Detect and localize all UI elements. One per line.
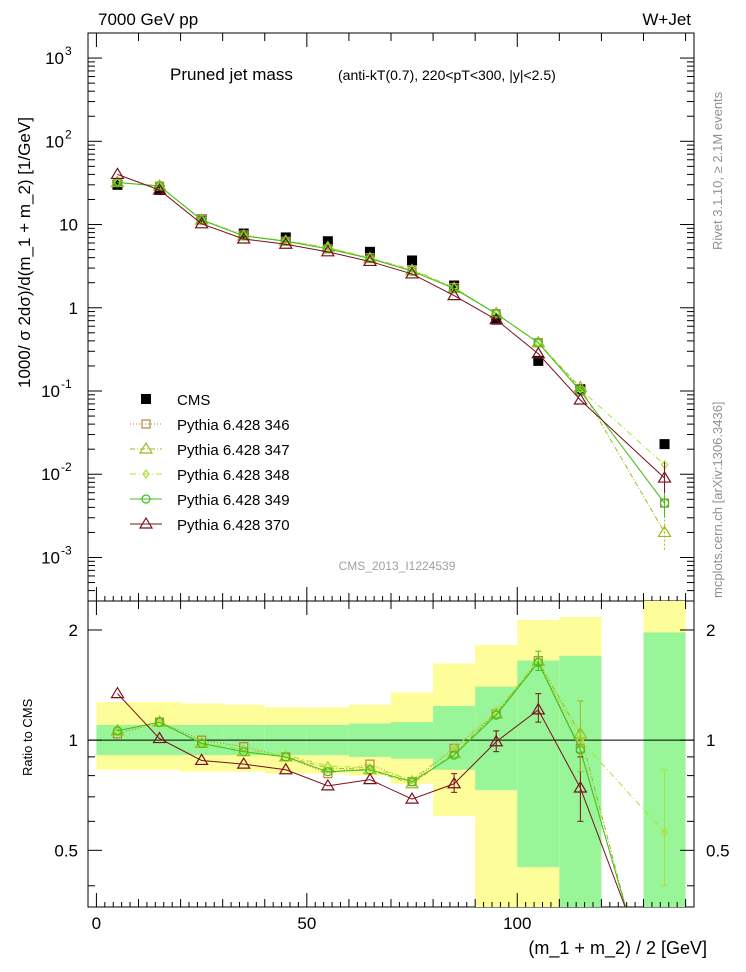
plot-title: Pruned jet mass (170, 65, 293, 84)
ratio-point-p349 (239, 747, 249, 757)
main-point-data (659, 439, 670, 450)
legend-label-p370: Pythia 6.428 370 (177, 517, 290, 534)
ratio-point-p348 (324, 760, 332, 771)
main-y-tick-exponent: -1 (61, 377, 72, 391)
x-axis-label: (m_1 + m_2) / 2 [GeV] (528, 938, 707, 959)
main-y-tick-label: 10 (45, 132, 64, 151)
main-point-p370 (278, 237, 293, 249)
main-point-p370 (320, 244, 335, 257)
main-y-tick-label: 10 (45, 49, 64, 68)
mcplots-label: mcplots.cern.ch [arXiv:1306.3436] (710, 401, 725, 598)
ratio-point-p370 (320, 778, 335, 791)
legend-marker-p349 (141, 494, 151, 504)
main-point-p370 (194, 216, 209, 229)
ratio-y-tick-label: 2 (69, 621, 78, 640)
ratio-point-p349 (112, 726, 123, 736)
ratio-y-axis-label: Ratio to CMS (20, 698, 35, 776)
ratio-point-p347 (404, 776, 420, 789)
legend: CMS Pythia 6.428 346 Pythia 6.428 347 Pythi… (130, 392, 290, 534)
legend-label-p349: Pythia 6.428 349 (177, 492, 290, 509)
process-label: W+Jet (642, 10, 691, 29)
main-point-p370 (110, 167, 125, 180)
main-y-tick-exponent: 2 (65, 127, 72, 141)
ratio-point-p370 (110, 686, 125, 699)
legend-label-p346: Pythia 6.428 346 (177, 417, 290, 434)
band-green (433, 705, 476, 770)
ratio-point-p349 (154, 717, 165, 727)
main-y-tick-label: 10 (41, 382, 60, 401)
ratio-point-p349 (449, 750, 459, 760)
main-panel-series (110, 167, 672, 551)
legend-marker-p346 (141, 419, 151, 429)
main-y-tick-exponent: 3 (65, 44, 72, 58)
main-point-p370 (531, 346, 546, 359)
x-tick-label: 100 (503, 914, 531, 933)
analysis-watermark: CMS_2013_I1224539 (339, 559, 456, 573)
main-y-axis-label: 1000/ σ 2dσ)/d(m_1 + m_2) [1/GeV] (15, 117, 34, 388)
legend-label-p347: Pythia 6.428 347 (177, 442, 290, 459)
main-point-p370 (404, 266, 420, 279)
main-point-p370 (152, 182, 167, 195)
main-y-tick-exponent: -3 (61, 543, 72, 557)
main-point-data (449, 280, 460, 291)
main-y-tick-label: 10 (59, 216, 78, 235)
ratio-point-p370 (152, 731, 167, 744)
legend-marker-p348 (142, 469, 150, 479)
main-point-data (112, 179, 123, 190)
main-point-data (407, 255, 418, 266)
main-point-p349 (491, 309, 501, 319)
main-point-p370 (573, 392, 588, 405)
main-y-tick-label: 10 (41, 465, 60, 484)
main-point-p370 (489, 312, 504, 325)
ratio-point-p346 (197, 735, 207, 745)
main-point-p370 (447, 288, 462, 301)
rivet-version-label: Rivet 3.1.10, ≥ 2.1M events (710, 91, 725, 250)
plot-subtitle: (anti-kT(0.7), 220<pT<300, |y|<2.5) (338, 67, 556, 83)
ratio-point-p349 (323, 767, 333, 777)
main-point-p370 (362, 254, 378, 267)
ratio-point-p349 (281, 752, 291, 762)
main-series-line-p349 (117, 181, 665, 504)
ratio-point-p346 (239, 742, 249, 752)
ratio-y-tick-label-right: 0.5 (706, 841, 730, 860)
x-tick-label: 50 (297, 914, 316, 933)
ratio-point-p370 (236, 756, 251, 769)
main-y-tick-label: 10 (41, 548, 60, 567)
ratio-point-p370 (404, 791, 420, 804)
ratio-point-p349 (407, 777, 417, 787)
ratio-point-p370 (194, 753, 209, 766)
ratio-y-tick-label: 0.5 (54, 841, 78, 860)
energy-label: 7000 GeV pp (98, 10, 198, 29)
ratio-point-p348 (197, 736, 206, 747)
ratio-point-p349 (197, 738, 207, 748)
main-point-p349 (449, 283, 459, 294)
main-point-p348 (450, 282, 458, 293)
ratio-point-p346 (365, 759, 375, 769)
ratio-point-p346 (112, 729, 123, 739)
main-series-line-p370 (117, 173, 665, 479)
legend-label-p348: Pythia 6.428 348 (177, 467, 290, 484)
main-y-tick-label: 1 (69, 299, 78, 318)
ratio-y-tick-label-right: 2 (706, 621, 715, 640)
main-point-data (533, 355, 544, 366)
ratio-panel-series (110, 650, 669, 907)
main-point-p370 (236, 231, 251, 244)
legend-marker-p347 (138, 441, 154, 454)
ratio-uncertainty-bands (88, 601, 694, 907)
legend-marker-data (141, 394, 151, 404)
main-panel-frame (87, 32, 695, 602)
legend-label-data: CMS (177, 392, 210, 409)
ratio-point-p349 (491, 710, 501, 720)
ratio-point-p370 (362, 772, 378, 785)
ratio-point-p348 (450, 743, 458, 754)
ratio-point-p370 (278, 762, 293, 775)
x-tick-label: 0 (92, 914, 101, 933)
main-y-tick-exponent: -2 (61, 460, 72, 474)
legend-marker-p370 (138, 516, 154, 529)
ratio-y-tick-label-right: 1 (706, 731, 715, 750)
ratio-y-tick-label: 1 (69, 731, 78, 750)
